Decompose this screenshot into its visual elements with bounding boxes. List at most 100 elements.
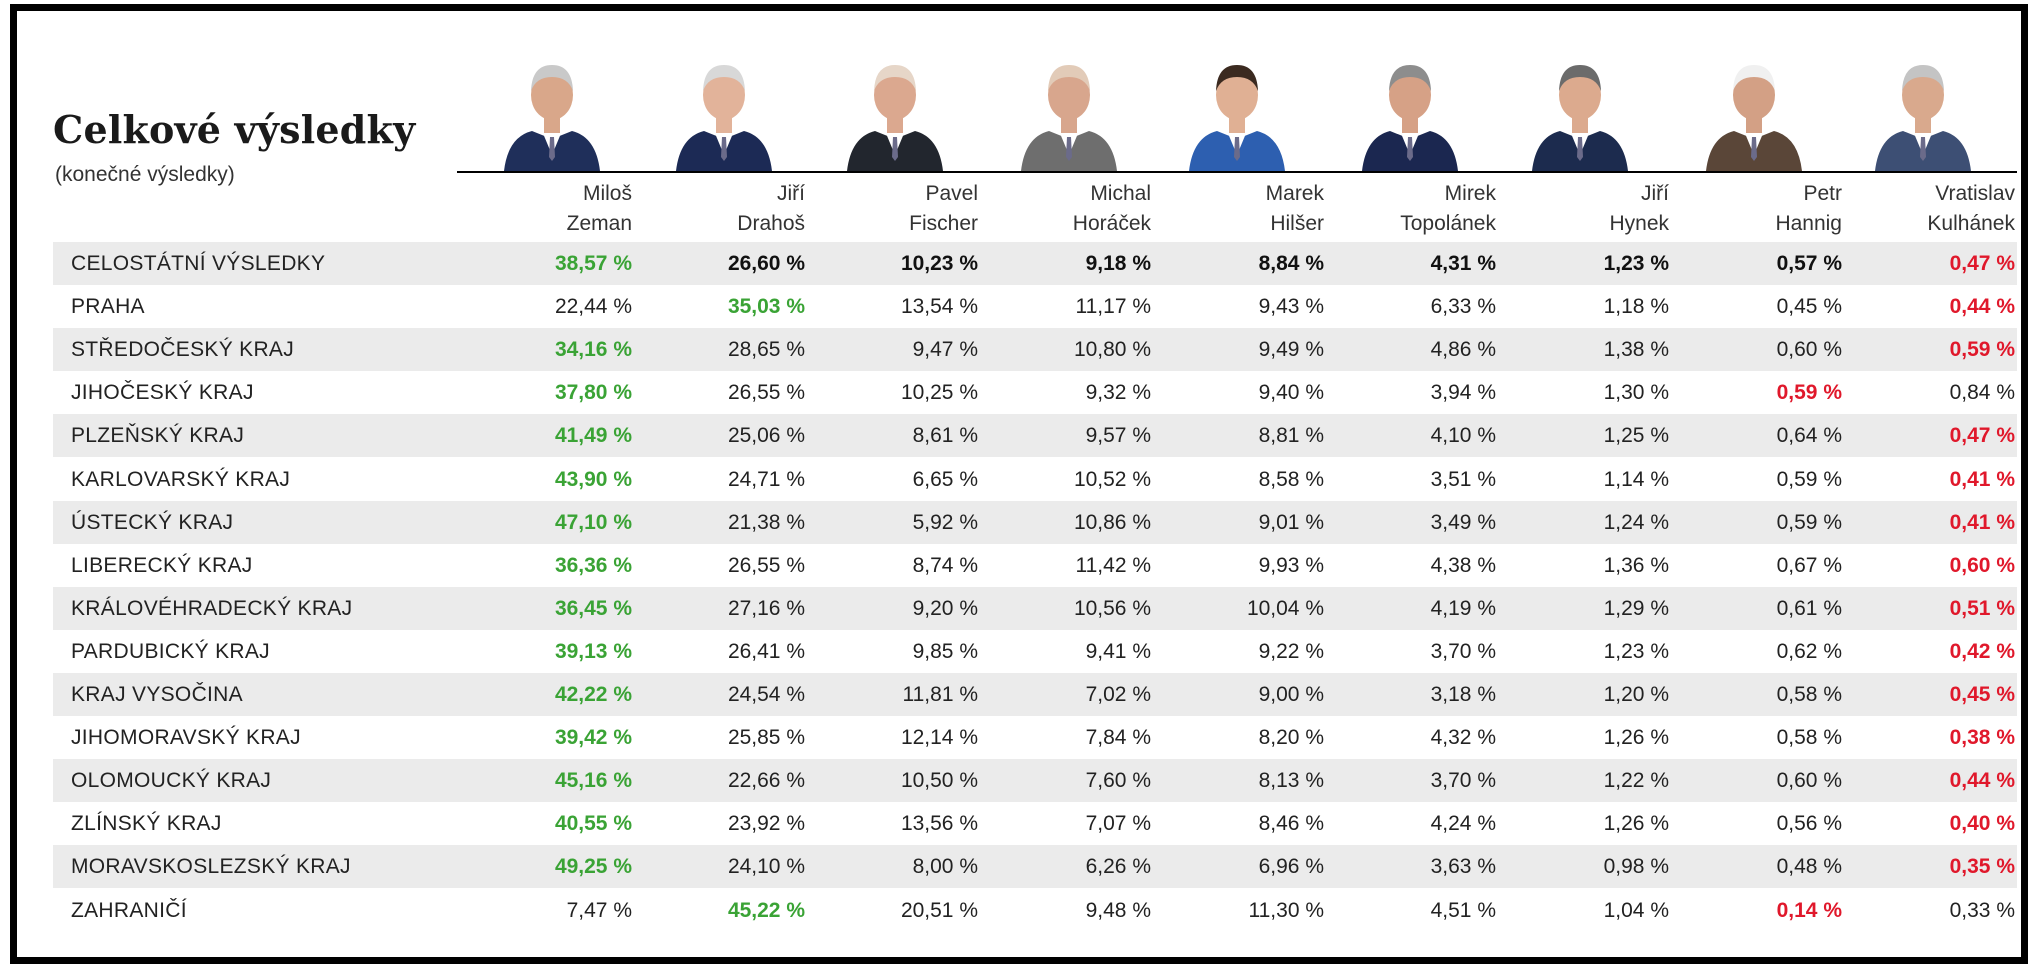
result-cell: 0,60 % [1776,769,1842,792]
table-row: PLZEŇSKÝ KRAJ 41,49 % 25,06 % 8,61 % 9,57 % 8… [53,414,2017,457]
result-cell: 0,57 % [1776,252,1842,275]
result-cell: 10,50 % [900,769,978,792]
result-cell: 26,55 % [727,381,805,404]
candidate-portrait [845,51,945,171]
result-cell: 37,80 % [554,381,632,404]
header-divider [457,171,2017,173]
result-cell: 12,14 % [900,726,978,749]
result-cell: 27,16 % [727,597,805,620]
result-cell: 0,62 % [1776,640,1842,663]
table-row: MORAVSKOSLEZSKÝ KRAJ 49,25 % 24,10 % 8,00 %… [53,845,2017,888]
result-cell: 4,24 % [1430,812,1496,835]
result-cell: 7,07 % [1085,812,1151,835]
table-row: LIBERECKÝ KRAJ 36,36 % 26,55 % 8,74 % 11,42 … [53,544,2017,587]
result-cell: 0,67 % [1776,554,1842,577]
person-icon [847,65,943,171]
result-cell: 1,38 % [1603,338,1669,361]
result-cell: 39,42 % [554,726,632,749]
person-icon [1532,65,1628,171]
result-cell: 5,92 % [912,511,978,534]
result-cell: 1,24 % [1603,511,1669,534]
result-cell: 0,59 % [1776,381,1842,404]
result-cell: 1,26 % [1603,812,1669,835]
result-cell: 8,13 % [1258,769,1324,792]
candidate-first-name: Michal [1090,182,1151,205]
table-row: ZAHRANIČÍ 7,47 % 45,22 % 20,51 % 9,48 % 11,30… [53,889,2017,932]
result-cell: 9,40 % [1258,381,1324,404]
result-cell: 43,90 % [554,468,632,491]
result-cell: 41,49 % [554,424,632,447]
candidate-name: Jiří Drahoš [585,179,805,239]
table-frame: Celkové výsledky (konečné výsledky) Milo… [10,4,2028,964]
result-cell: 4,86 % [1430,338,1496,361]
result-cell: 11,81 % [902,683,979,706]
person-icon [1362,65,1458,171]
result-cell: 24,71 % [727,468,805,491]
result-cell: 7,02 % [1085,683,1151,706]
result-cell: 1,20 % [1603,683,1669,706]
result-cell: 26,41 % [727,640,805,663]
candidate-portrait [1704,51,1804,171]
result-cell: 0,41 % [1949,468,2015,491]
result-cell: 0,38 % [1949,726,2015,749]
table-row: JIHOMORAVSKÝ KRAJ 39,42 % 25,85 % 12,14 % 7,… [53,716,2017,759]
result-cell: 1,25 % [1603,424,1669,447]
result-cell: 3,18 % [1430,683,1496,706]
result-cell: 28,65 % [727,338,805,361]
candidate-first-name: Pavel [925,182,978,205]
candidate-name: Marek Hilšer [1104,179,1324,239]
candidate-portrait [674,51,774,171]
result-cell: 8,46 % [1258,812,1324,835]
candidate-last-name: Hannig [1775,212,1842,235]
result-cell: 20,51 % [900,899,978,922]
result-cell: 13,54 % [900,295,978,318]
result-cell: 0,58 % [1776,683,1842,706]
result-cell: 8,20 % [1258,726,1324,749]
candidate-portrait [1019,51,1119,171]
region-label: ZLÍNSKÝ KRAJ [71,812,222,835]
result-cell: 25,85 % [727,726,805,749]
result-cell: 9,43 % [1258,295,1324,318]
person-icon [1021,65,1117,171]
result-cell: 42,22 % [554,683,632,706]
result-cell: 9,18 % [1085,252,1151,275]
candidate-first-name: Vratislav [1935,182,2015,205]
region-label: KRAJ VYSOČINA [71,683,243,706]
candidate-name: Jiří Hynek [1449,179,1669,239]
candidate-last-name: Horáček [1072,212,1151,235]
result-cell: 9,22 % [1258,640,1324,663]
result-cell: 6,26 % [1085,855,1151,878]
region-label: CELOSTÁTNÍ VÝSLEDKY [71,252,326,275]
result-cell: 35,03 % [727,295,805,318]
result-cell: 9,49 % [1258,338,1324,361]
person-icon [676,65,772,171]
result-cell: 24,10 % [727,855,805,878]
result-cell: 1,29 % [1603,597,1669,620]
result-cell: 49,25 % [554,855,632,878]
result-cell: 0,59 % [1776,511,1842,534]
result-cell: 9,00 % [1258,683,1324,706]
result-cell: 3,94 % [1430,381,1496,404]
candidate-name: Mirek Topolánek [1276,179,1496,239]
result-cell: 0,42 % [1949,640,2015,663]
table-row: KRÁLOVÉHRADECKÝ KRAJ 36,45 % 27,16 % 9,20 %… [53,587,2017,630]
result-cell: 21,38 % [727,511,805,534]
result-cell: 9,41 % [1085,640,1151,663]
result-cell: 0,98 % [1603,855,1669,878]
region-label: OLOMOUCKÝ KRAJ [71,769,272,792]
table-row: CELOSTÁTNÍ VÝSLEDKY 38,57 % 26,60 % 10,23 %… [53,242,2017,285]
candidate-portrait [1360,51,1460,171]
result-cell: 3,63 % [1430,855,1496,878]
candidate-last-name: Kulhánek [1927,212,2015,235]
result-cell: 1,18 % [1603,295,1669,318]
candidate-last-name: Fischer [909,212,978,235]
result-cell: 9,85 % [912,640,978,663]
region-label: PARDUBICKÝ KRAJ [71,640,270,663]
table-row: PARDUBICKÝ KRAJ 39,13 % 26,41 % 9,85 % 9,41 … [53,630,2017,673]
result-cell: 0,33 % [1949,899,2015,922]
result-cell: 3,70 % [1430,640,1496,663]
result-cell: 0,47 % [1949,424,2015,447]
result-cell: 0,41 % [1949,511,2015,534]
result-cell: 0,59 % [1776,468,1842,491]
result-cell: 3,49 % [1430,511,1496,534]
